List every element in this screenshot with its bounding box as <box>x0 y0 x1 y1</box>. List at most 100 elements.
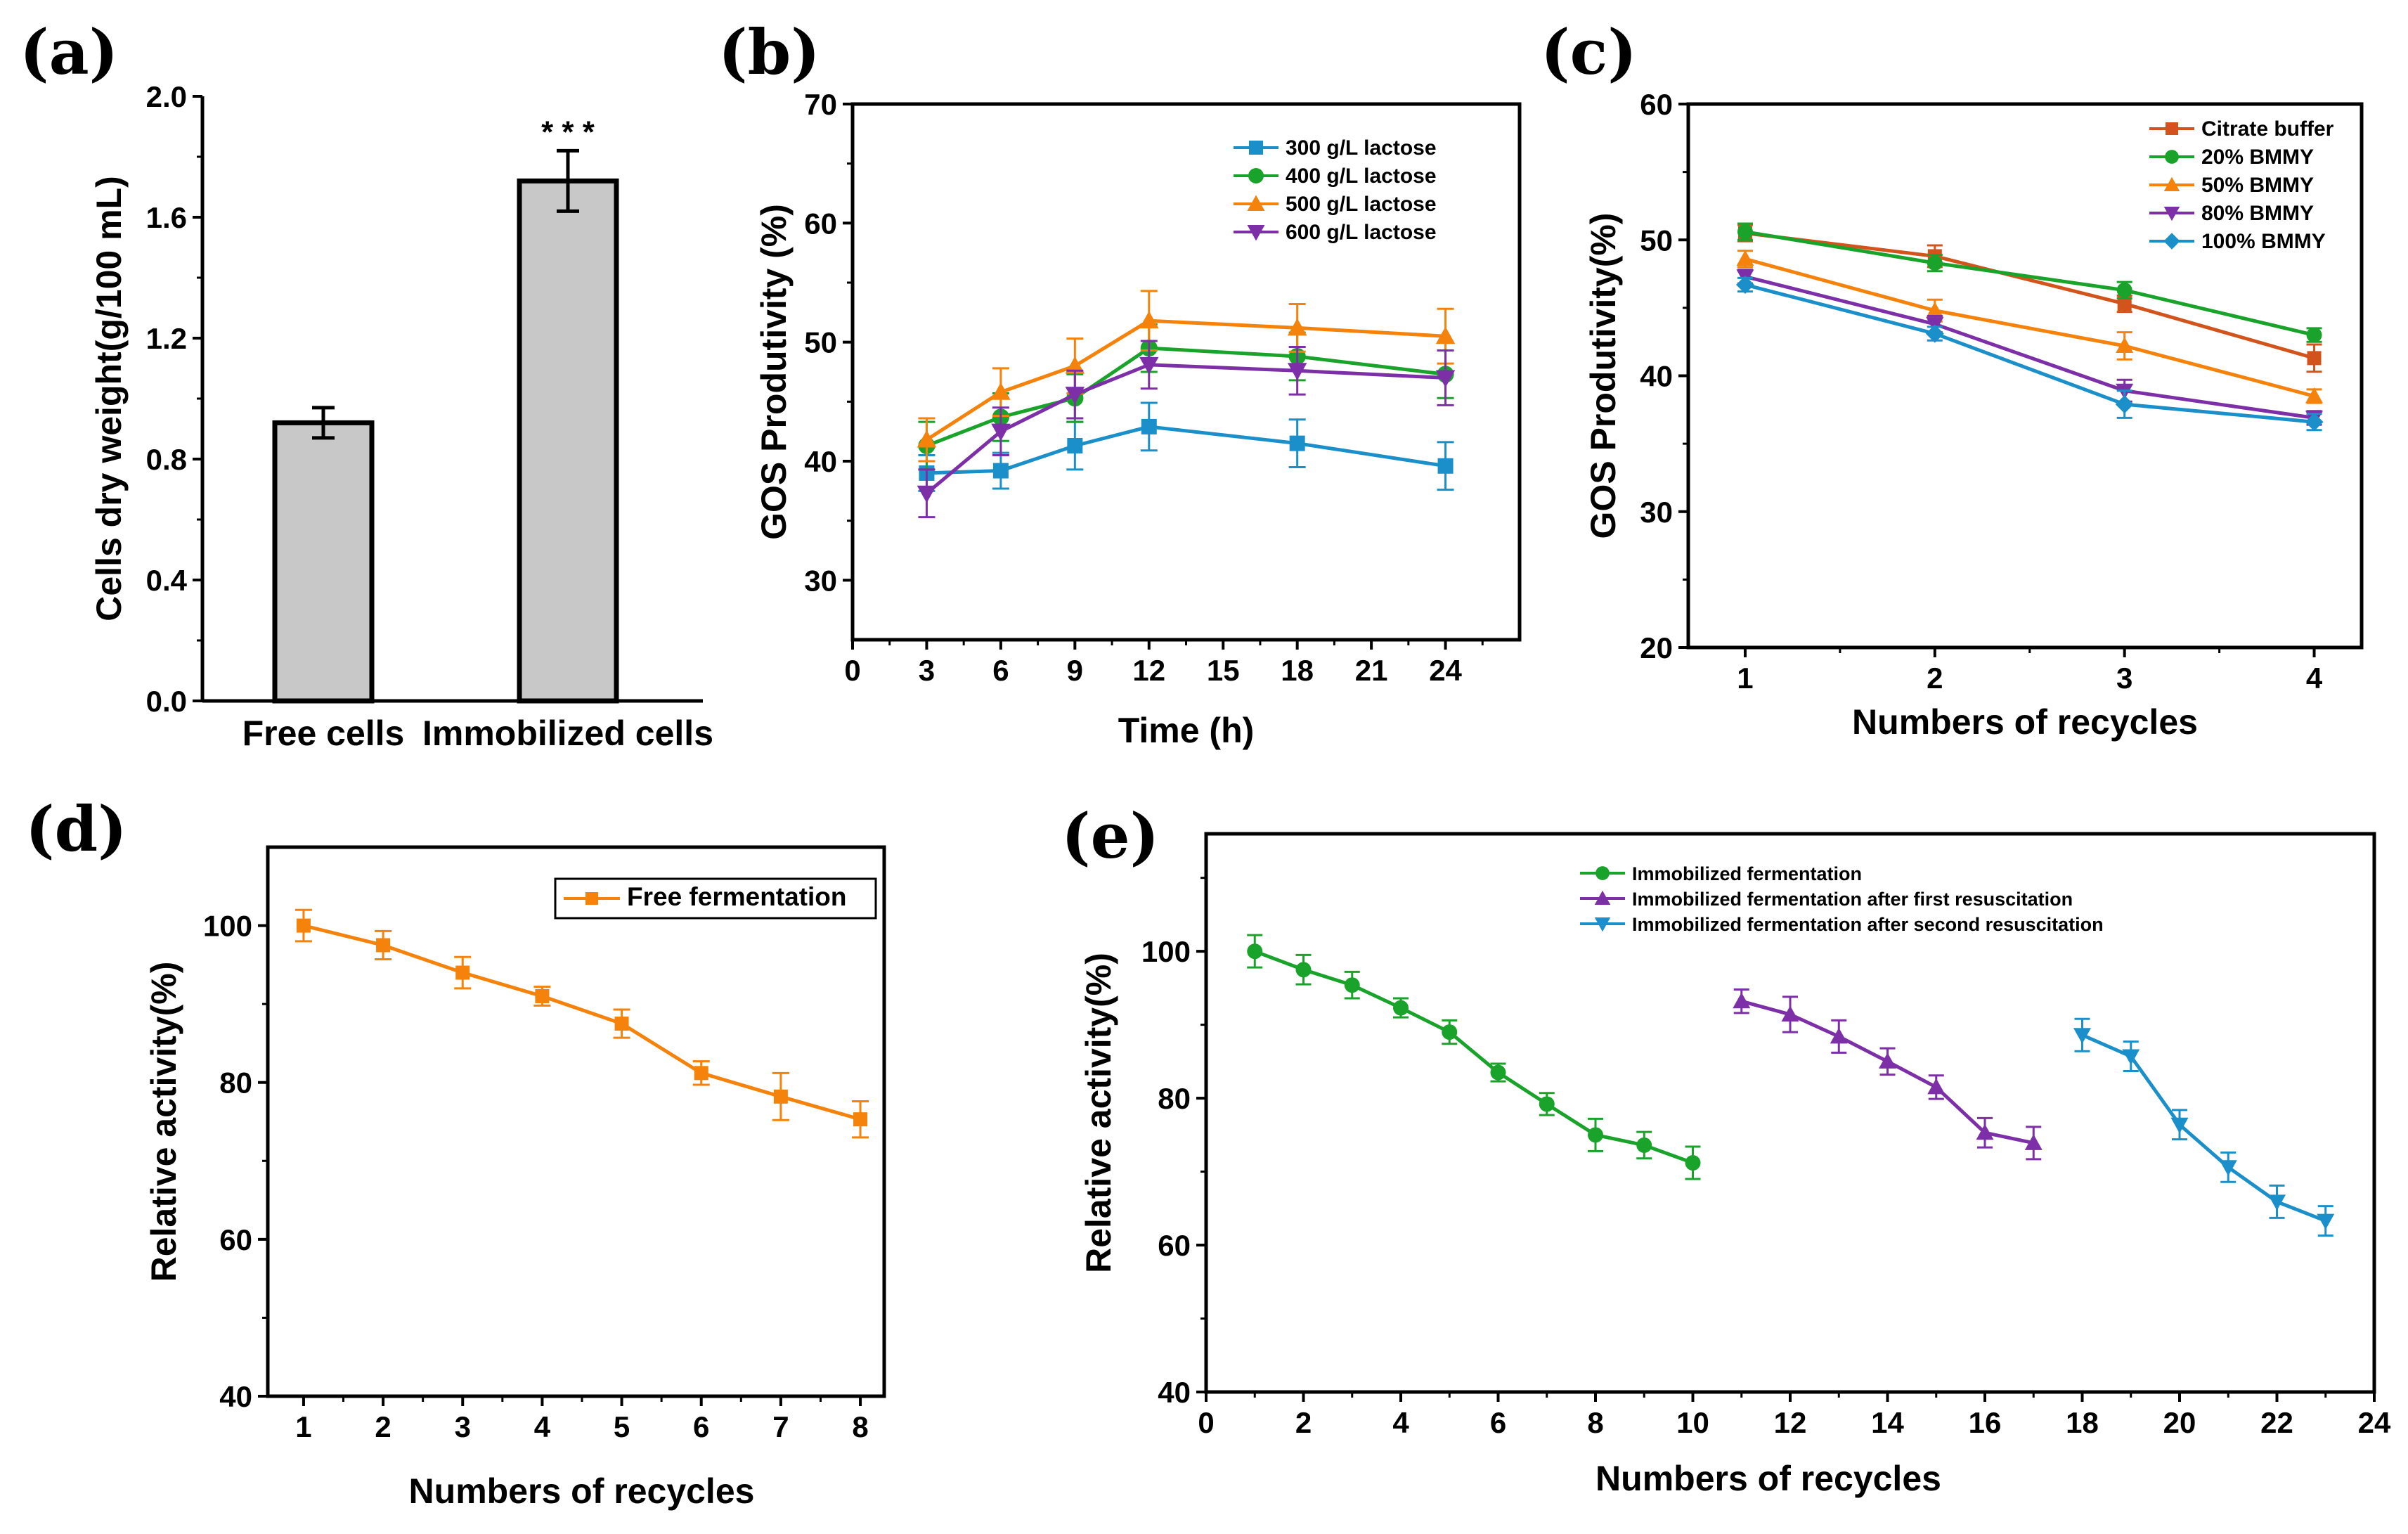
legend: Free fermentation <box>554 877 877 920</box>
y-tick-label: 50 <box>804 326 837 359</box>
series-line <box>1744 283 2315 424</box>
data-point <box>992 463 1009 479</box>
x-category-label: Immobilized cells <box>422 714 713 753</box>
x-tick-label: 21 <box>1355 654 1388 687</box>
legend-marker <box>1595 866 1610 880</box>
data-point <box>1141 418 1157 434</box>
y-tick-label: 100 <box>1141 935 1191 968</box>
bar-immobilized-cells <box>517 148 619 704</box>
data-point <box>1733 992 1751 1009</box>
panel-c: (c) 20 30 40 50 60 1 2 3 4 Citrate buffer 20% BMMY 5… <box>1541 15 2364 742</box>
data-point <box>1736 250 1754 266</box>
legend-marker <box>1249 141 1263 155</box>
y-axis-title: GOS Produtivity (%) <box>754 204 794 540</box>
y-axis-title: Relative activity(%) <box>144 962 183 1282</box>
x-axis-title: Numbers of recycles <box>1852 702 2198 742</box>
data-point <box>1065 387 1085 404</box>
data-point <box>1685 1155 1701 1171</box>
x-tick-label: 4 <box>534 1410 551 1443</box>
x-tick-label: 6 <box>1490 1406 1506 1439</box>
y-tick-label: 1.2 <box>146 322 187 355</box>
legend-label: 20% BMMY <box>2201 146 2314 169</box>
legend: 300 g/L lactose 400 g/L lactose 500 g/L la… <box>1234 136 1437 244</box>
x-tick-label: 12 <box>1774 1406 1807 1439</box>
legend-entry: 500 g/L lactose <box>1234 193 1437 216</box>
x-tick-label: 1 <box>295 1410 311 1443</box>
data-point <box>1442 1024 1458 1040</box>
x-tick-label: 15 <box>1207 654 1240 687</box>
x-tick-label: 12 <box>1132 654 1165 687</box>
data-point <box>1925 324 1944 343</box>
x-tick-label: 4 <box>1392 1406 1409 1439</box>
y-tick-label: 2.0 <box>146 80 187 113</box>
legend-marker <box>1594 917 1611 932</box>
data-point <box>2170 1117 2189 1134</box>
panel-label: (b) <box>718 15 820 89</box>
data-point <box>1139 311 1159 329</box>
legend-entry: 400 g/L lactose <box>1234 165 1437 188</box>
legend-entry: Immobilized fermentation after second re… <box>1580 914 2104 935</box>
y-tick-label: 30 <box>1640 496 1673 529</box>
data-point <box>455 965 470 980</box>
series-line <box>926 425 1446 475</box>
legend-label: Immobilized fermentation <box>1632 863 1862 884</box>
panel-label: (c) <box>1541 15 1637 89</box>
legend-label: Immobilized fermentation after second re… <box>1632 914 2104 935</box>
series-line <box>1744 257 2315 398</box>
series-free-fermentation <box>294 908 869 1139</box>
series-line <box>925 363 1446 495</box>
data-point <box>2219 1160 2237 1176</box>
x-tick-label: 16 <box>1969 1406 2002 1439</box>
x-tick-label: 18 <box>2066 1406 2099 1439</box>
panel-label: (a) <box>20 15 118 89</box>
data-point <box>1295 962 1312 978</box>
bar <box>517 178 619 704</box>
legend: Immobilized fermentation Immobilized ferm… <box>1580 863 2104 935</box>
data-point <box>917 485 937 503</box>
y-tick-label: 0.4 <box>146 564 188 597</box>
y-tick-label: 70 <box>804 88 837 121</box>
data-point <box>2115 395 2134 414</box>
legend-marker <box>2163 233 2180 250</box>
y-tick-label: 20 <box>1640 631 1673 664</box>
data-point <box>694 1066 708 1081</box>
data-point <box>2116 282 2132 298</box>
legend-marker <box>2166 122 2178 135</box>
y-tick-label: 1.6 <box>146 201 187 234</box>
legend-label: 80% BMMY <box>2201 202 2314 225</box>
x-tick-label: 2 <box>375 1410 391 1443</box>
legend-label: 400 g/L lactose <box>1286 165 1437 188</box>
bar-free-cells <box>272 406 375 704</box>
legend-entry: 600 g/L lactose <box>1234 221 1437 244</box>
x-tick-label: 20 <box>2163 1406 2196 1439</box>
series-50-bmmy <box>1736 250 2324 404</box>
y-tick-label: 40 <box>1640 360 1673 393</box>
data-point <box>1287 363 1307 381</box>
series-line <box>303 924 861 1121</box>
data-point <box>1437 458 1454 474</box>
legend-entry: 20% BMMY <box>2149 146 2314 169</box>
data-point <box>1435 326 1456 344</box>
series-line <box>1744 231 2315 360</box>
y-tick-label: 60 <box>1158 1229 1191 1262</box>
bar <box>272 420 375 704</box>
series-line <box>2081 1033 2326 1223</box>
y-tick-label: 50 <box>1640 224 1673 257</box>
y-axis-title: Relative activity(%) <box>1079 953 1118 1273</box>
series-20-bmmy <box>1737 222 2322 343</box>
data-point <box>376 938 391 953</box>
x-tick-label: 3 <box>455 1410 471 1443</box>
data-point <box>2117 297 2132 311</box>
legend-label: 50% BMMY <box>2201 174 2314 197</box>
legend-entry: 80% BMMY <box>2149 202 2314 225</box>
data-point <box>991 382 1011 400</box>
panel-a: (a) 0.0 0.4 0.8 1.2 1.6 2.0 Free cells Immobiliz… <box>20 15 713 753</box>
legend-entry: 100% BMMY <box>2149 230 2326 253</box>
panel-b: (b) 30 40 50 60 70 0 3 6 9 12 15 18 21 24 300 g/L lacto… <box>718 15 1522 750</box>
y-tick-label: 40 <box>219 1380 252 1413</box>
data-point <box>1927 1078 1946 1095</box>
data-point <box>1976 1123 1994 1140</box>
significance-annotation: * * * <box>541 115 595 149</box>
x-tick-label: 5 <box>614 1410 630 1443</box>
